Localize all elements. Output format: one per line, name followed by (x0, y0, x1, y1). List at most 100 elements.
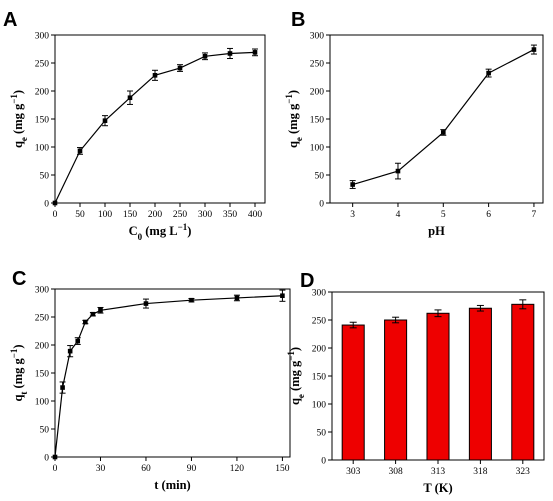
x-axis-title: t (min) (154, 478, 190, 492)
x-tick-label: 250 (173, 210, 188, 220)
data-point (440, 130, 446, 135)
x-tick-label: 3 (350, 210, 355, 220)
y-tick-label: 50 (40, 171, 50, 181)
data-point (177, 65, 183, 71)
panel-letter: B (291, 9, 305, 31)
y-tick-label: 100 (310, 143, 325, 153)
y-tick-label: 0 (319, 199, 324, 209)
bar (426, 312, 450, 461)
data-point (202, 53, 208, 59)
data-point (75, 338, 81, 344)
x-tick-label: 150 (123, 210, 138, 220)
x-tick-label: 400 (248, 210, 263, 220)
x-tick-label: 7 (532, 210, 537, 220)
y-tick-label: 300 (312, 288, 327, 298)
y-tick-label: 50 (315, 171, 325, 181)
x-tick-label: 60 (141, 464, 151, 474)
bar (341, 324, 365, 461)
y-tick-label: 300 (35, 285, 50, 295)
y-axis-title: qe (mg g−1) (9, 90, 29, 148)
data-point (252, 50, 258, 55)
panel-b: B 0 50 100 150 200 250 300 3 4 5 6 7 pH qe (mg g−1) (284, 9, 544, 238)
y-tick-label: 200 (312, 344, 327, 354)
data-point (60, 385, 65, 390)
x-tick-label: 350 (223, 210, 238, 220)
x-tick-label: 30 (96, 464, 106, 474)
panel-letter: A (3, 9, 17, 31)
data-point (531, 47, 537, 52)
data-point (486, 70, 491, 76)
data-point (67, 348, 73, 354)
plot-frame (54, 34, 266, 204)
y-tick-label: 100 (312, 400, 327, 410)
x-tick-label: 318 (473, 467, 488, 477)
x-tick-label: 0 (53, 464, 58, 474)
y-tick-label: 0 (321, 456, 326, 466)
y-tick-label: 50 (40, 425, 50, 435)
x-tick-label: 50 (75, 210, 85, 220)
x-tick-label: 4 (396, 210, 401, 220)
data-point (90, 311, 96, 317)
y-tick-label: 0 (44, 453, 49, 463)
series-line (352, 49, 535, 186)
x-axis-title: C0 (mg L−1) (129, 222, 192, 242)
y-tick-label: 150 (312, 372, 327, 382)
x-tick-label: 5 (441, 210, 446, 220)
x-tick-label: 6 (486, 210, 491, 220)
x-axis-title: pH (428, 224, 445, 238)
data-point (102, 118, 108, 123)
data-point (143, 301, 149, 306)
bar (384, 319, 408, 461)
y-tick-label: 250 (312, 316, 327, 326)
x-tick-label: 303 (346, 467, 361, 477)
panel-letter: C (12, 268, 26, 290)
data-point (189, 297, 194, 303)
bar (511, 303, 535, 461)
y-tick-label: 150 (35, 369, 50, 379)
y-tick-label: 200 (310, 87, 325, 97)
x-tick-label: 150 (275, 464, 290, 474)
panel-letter: D (300, 270, 314, 292)
y-tick-label: 50 (317, 428, 327, 438)
y-axis-title: qe (mg g−1) (286, 347, 306, 405)
data-point (83, 319, 88, 325)
y-tick-label: 100 (35, 397, 50, 407)
panel-a: A 0 50 100 150 200 250 300 0 50 100 150 200 250 300 350… (3, 9, 266, 242)
y-tick-label: 200 (35, 87, 50, 97)
data-point (395, 168, 401, 174)
plot-frame (54, 288, 291, 458)
x-tick-label: 323 (516, 467, 531, 477)
y-tick-label: 150 (310, 115, 325, 125)
x-tick-label: 90 (187, 464, 197, 474)
x-tick-label: 313 (431, 467, 446, 477)
y-tick-label: 300 (35, 31, 50, 41)
series-line (54, 295, 283, 458)
y-tick-label: 300 (310, 31, 325, 41)
data-point (280, 293, 285, 299)
x-tick-label: 308 (388, 467, 403, 477)
x-tick-label: 100 (98, 210, 113, 220)
x-tick-label: 120 (230, 464, 245, 474)
bar (468, 307, 492, 461)
data-point (77, 148, 83, 154)
panel-c: C 0 50 100 150 200 250 300 0 30 60 90 120 150 t (min) q… (9, 268, 291, 492)
y-tick-label: 250 (310, 59, 325, 69)
y-tick-label: 0 (44, 199, 49, 209)
y-tick-label: 100 (35, 143, 50, 153)
y-tick-label: 250 (35, 59, 50, 69)
x-axis-title: T (K) (423, 481, 452, 495)
data-point (227, 51, 233, 56)
data-point (98, 307, 103, 313)
y-tick-label: 150 (35, 115, 50, 125)
data-point (350, 182, 355, 187)
plot-frame (329, 34, 544, 204)
y-tick-label: 200 (35, 341, 50, 351)
panel-d: D 0 50 100 150 200 250 300 303 308 313 318 323 T (K) q… (286, 270, 545, 495)
y-tick-label: 250 (35, 313, 50, 323)
x-tick-label: 300 (198, 210, 213, 220)
plot-frame (331, 291, 545, 461)
x-tick-label: 200 (148, 210, 163, 220)
data-point (127, 95, 133, 101)
y-axis-title: qe (mg g−1) (284, 90, 304, 148)
